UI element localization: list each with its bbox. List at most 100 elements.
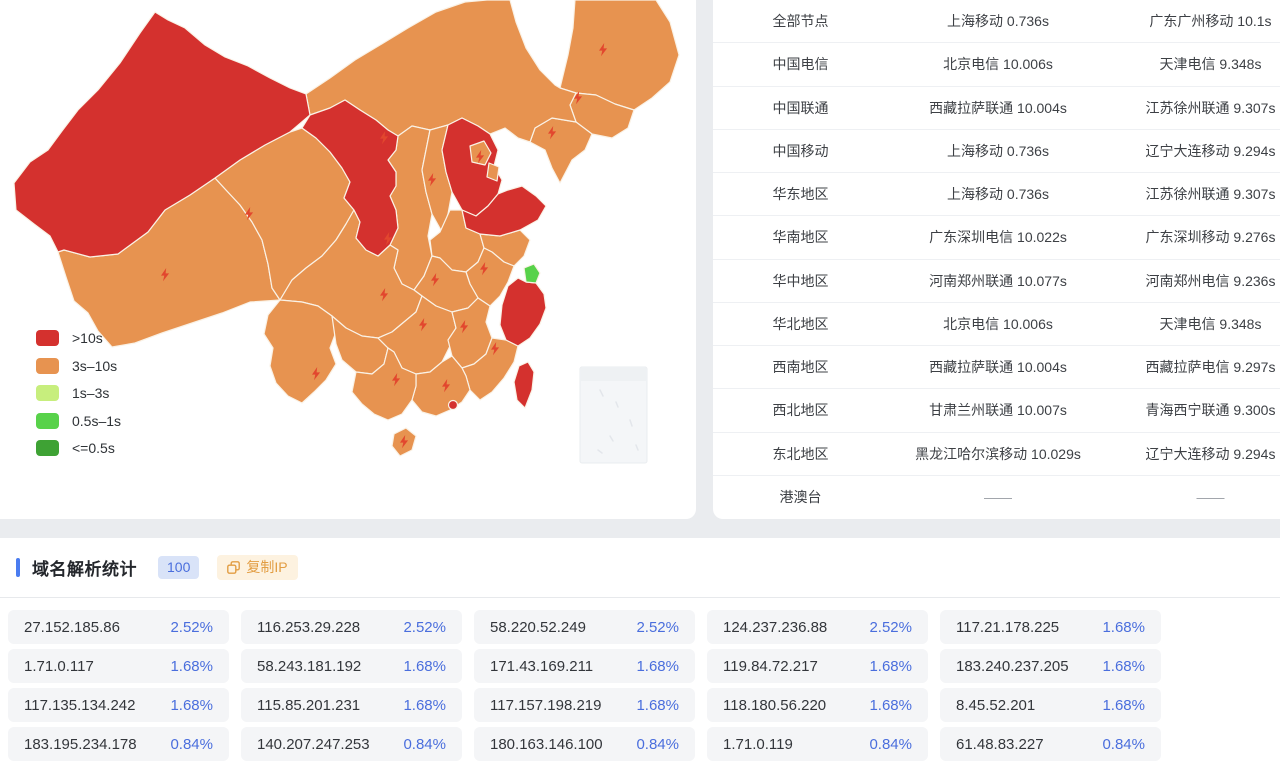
slowest-node-value: 天津电信 9.348s (1159, 56, 1262, 73)
ip-percentage: 1.68% (1102, 618, 1145, 636)
fastest-node-value: 上海移动 0.736s (947, 142, 1049, 159)
ip-address: 117.157.198.219 (490, 696, 602, 714)
ip-stat-item: 124.237.236.88 2.52% (707, 610, 928, 644)
slowest-node-value: 江苏徐州联通 9.307s (1145, 99, 1276, 116)
table-row: 华南地区 广东深圳电信 10.022s 广东深圳移动 9.276s (713, 216, 1280, 260)
table-row: 中国联通 西藏拉萨联通 10.004s 江苏徐州联通 9.307s (713, 87, 1280, 130)
title-accent-bar (16, 558, 20, 577)
ip-stat-item: 115.85.201.231 1.68% (241, 688, 462, 722)
fastest-node-value: 西藏拉萨联通 10.004s (929, 99, 1067, 116)
ip-stat-item: 171.43.169.211 1.68% (474, 649, 695, 683)
node-table: 全部节点 上海移动 0.736s 广东广州移动 10.1s 中国电信 北京电信 … (713, 0, 1280, 519)
node-group-label: 华东地区 (772, 186, 829, 203)
legend-label: 1s–3s (72, 385, 110, 401)
ip-address: 140.207.247.253 (257, 735, 370, 753)
ip-stat-item: 117.157.198.219 1.68% (474, 688, 695, 722)
ip-stat-item: 183.195.234.178 0.84% (8, 727, 229, 761)
legend-item: >10s (36, 330, 121, 346)
ip-stat-item: 27.152.185.86 2.52% (8, 610, 229, 644)
ip-stat-item: 119.84.72.217 1.68% (707, 649, 928, 683)
ip-address: 119.84.72.217 (723, 657, 818, 675)
legend-swatch (36, 330, 59, 346)
ip-address: 8.45.52.201 (956, 696, 1036, 714)
node-group-label: 港澳台 (779, 489, 822, 506)
ip-stat-item: 61.48.83.227 0.84% (940, 727, 1161, 761)
ip-percentage: 2.52% (869, 618, 912, 636)
ip-percentage: 0.84% (1102, 735, 1145, 753)
ip-stat-item: 180.163.146.100 0.84% (474, 727, 695, 761)
legend-item: 0.5s–1s (36, 412, 121, 429)
node-group-label: 西北地区 (772, 402, 829, 419)
table-row: 华东地区 上海移动 0.736s 江苏徐州联通 9.307s (713, 173, 1280, 217)
ip-percentage: 2.52% (170, 618, 213, 636)
ip-percentage: 0.84% (170, 735, 213, 753)
map-region-hongkong[interactable] (447, 399, 459, 411)
node-group-label: 中国电信 (772, 56, 829, 73)
ip-stat-item: 117.21.178.225 1.68% (940, 610, 1161, 644)
node-speed-table-panel: 全部节点 上海移动 0.736s 广东广州移动 10.1s 中国电信 北京电信 … (713, 0, 1280, 519)
dns-stats-section: 域名解析统计 100 复制IP 27.152.185.86 2.52% 116.2… (0, 538, 1280, 764)
ip-percentage: 1.68% (869, 696, 912, 714)
ip-address: 1.71.0.119 (723, 735, 793, 753)
ip-stats-grid: 27.152.185.86 2.52% 116.253.29.228 2.52% 5… (8, 610, 1161, 761)
map-region-xinjiang[interactable] (13, 11, 311, 258)
section-title: 域名解析统计 (32, 560, 137, 579)
ip-address: 180.163.146.100 (490, 735, 603, 753)
map-region-gansu[interactable] (301, 99, 399, 257)
node-group-label: 华北地区 (772, 315, 829, 332)
node-group-label: 西南地区 (772, 359, 829, 376)
ip-stat-item: 1.71.0.117 1.68% (8, 649, 229, 683)
ip-address: 117.21.178.225 (956, 618, 1060, 636)
slowest-node-value: 广东深圳移动 9.276s (1145, 229, 1276, 246)
slowest-node-value: 西藏拉萨电信 9.297s (1145, 359, 1276, 376)
table-row: 中国移动 上海移动 0.736s 辽宁大连移动 9.294s (713, 130, 1280, 173)
ip-stat-item: 140.207.247.253 0.84% (241, 727, 462, 761)
node-group-label: 华南地区 (772, 229, 829, 246)
south-china-sea-inset (579, 366, 648, 464)
map-region-zhejiang[interactable] (499, 277, 547, 347)
ip-stat-item: 1.71.0.119 0.84% (707, 727, 928, 761)
fastest-node-value: 广东深圳电信 10.022s (929, 229, 1067, 246)
table-row: 港澳台 —— —— (713, 476, 1280, 519)
legend-swatch (36, 385, 59, 401)
table-row: 华北地区 北京电信 10.006s 天津电信 9.348s (713, 303, 1280, 346)
table-row: 西北地区 甘肃兰州联通 10.007s 青海西宁联通 9.300s (713, 389, 1280, 433)
fastest-node-value: 上海移动 0.736s (947, 186, 1049, 203)
legend-label: <=0.5s (72, 440, 115, 456)
ip-stat-item: 118.180.56.220 1.68% (707, 688, 928, 722)
map-region-liaoning[interactable] (529, 117, 593, 184)
ip-percentage: 1.68% (869, 657, 912, 675)
copy-ip-button[interactable]: 复制IP (217, 555, 298, 580)
table-row: 中国电信 北京电信 10.006s 天津电信 9.348s (713, 43, 1280, 87)
legend-item: 3s–10s (36, 357, 121, 374)
ip-percentage: 1.68% (170, 657, 213, 675)
map-region-yunnan[interactable] (263, 299, 337, 404)
map-region-anhui[interactable] (465, 247, 515, 307)
legend-swatch (36, 440, 59, 456)
slowest-node-value: 天津电信 9.348s (1159, 315, 1262, 332)
copy-ip-label: 复制IP (246, 559, 288, 575)
node-group-label: 中国联通 (772, 99, 829, 116)
ip-stat-item: 116.253.29.228 2.52% (241, 610, 462, 644)
copy-icon (227, 561, 241, 574)
node-group-label: 全部节点 (772, 13, 829, 30)
slowest-node-value: 辽宁大连移动 9.294s (1145, 142, 1276, 159)
fastest-node-value: 甘肃兰州联通 10.007s (929, 402, 1067, 419)
legend-label: >10s (72, 330, 103, 346)
ip-stat-item: 58.243.181.192 1.68% (241, 649, 462, 683)
china-map-panel: >10s 3s–10s 1s–3s 0.5s–1s <=0.5s (0, 0, 696, 519)
map-region-taiwan[interactable] (513, 361, 535, 409)
dns-stats-header: 域名解析统计 100 复制IP (16, 555, 298, 580)
map-region-shandong[interactable] (461, 185, 547, 237)
fastest-node-value: 黑龙江哈尔滨移动 10.029s (915, 445, 1081, 462)
china-choropleth-map (13, 0, 680, 464)
map-region-shanghai[interactable] (523, 263, 541, 284)
ip-stat-item: 8.45.52.201 1.68% (940, 688, 1161, 722)
ip-address: 58.220.52.249 (490, 618, 586, 636)
map-region-guangxi[interactable] (351, 347, 417, 421)
ip-stat-item: 117.135.134.242 1.68% (8, 688, 229, 722)
ip-address: 117.135.134.242 (24, 696, 136, 714)
map-region-tianjin[interactable] (486, 162, 500, 182)
node-group-label: 华中地区 (772, 272, 829, 289)
table-row: 全部节点 上海移动 0.736s 广东广州移动 10.1s (713, 0, 1280, 44)
